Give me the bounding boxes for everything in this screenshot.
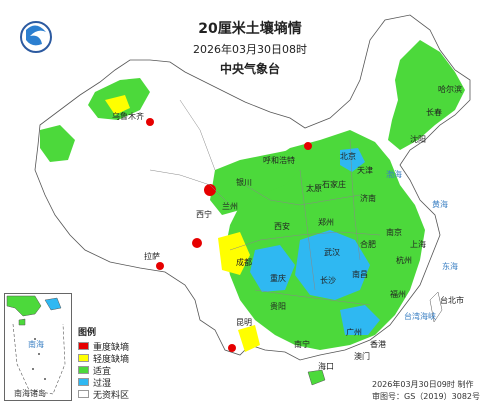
legend-label: 无资料区 bbox=[93, 390, 130, 401]
city-label: 海口 bbox=[318, 362, 334, 371]
city-label: 成都 bbox=[236, 258, 252, 267]
region-light-deficit-yunnan bbox=[238, 325, 260, 352]
region-suitable-xinjiang-west bbox=[40, 125, 75, 162]
map-legend: 图例 重度缺墒 轻度缺墒 适宜 过湿 无资料区 bbox=[78, 325, 158, 401]
city-label: 哈尔滨 bbox=[438, 85, 462, 94]
city-label: 西安 bbox=[274, 222, 290, 231]
review-number: 审图号：GS（2019）3082号 bbox=[372, 392, 480, 401]
south-china-sea-inset bbox=[4, 293, 72, 401]
region-severe-1 bbox=[204, 184, 216, 196]
city-label: 合肥 bbox=[360, 240, 376, 249]
map-datetime: 2026年03月30日08时 bbox=[193, 43, 307, 56]
region-severe-3 bbox=[156, 262, 164, 270]
city-label: 拉萨 bbox=[144, 252, 160, 261]
region-severe-5 bbox=[228, 344, 236, 352]
region-wet-coast bbox=[340, 305, 380, 335]
legend-label: 适宜 bbox=[93, 366, 112, 377]
city-label: 沈阳 bbox=[410, 135, 426, 144]
region-severe-6 bbox=[146, 118, 154, 126]
legend-swatch bbox=[78, 390, 89, 398]
legend-item-light: 轻度缺墒 bbox=[78, 352, 158, 365]
city-label: 昆明 bbox=[236, 318, 252, 327]
legend-swatch bbox=[78, 366, 89, 374]
legend-label: 轻度缺墒 bbox=[93, 354, 130, 365]
legend-swatch bbox=[78, 354, 89, 362]
legend-swatch bbox=[78, 378, 89, 386]
city-label: 香港 bbox=[370, 340, 386, 349]
legend-item-wet: 过湿 bbox=[78, 376, 158, 389]
map-title: 20厘米土壤墒情 bbox=[198, 21, 302, 37]
city-label: 南昌 bbox=[352, 270, 368, 279]
city-label: 南京 bbox=[386, 228, 402, 237]
legend-item-nodata: 无资料区 bbox=[78, 388, 158, 401]
province-borders bbox=[149, 99, 381, 306]
legend-item-severe: 重度缺墒 bbox=[78, 340, 158, 353]
city-label: 杭州 bbox=[396, 256, 412, 265]
city-label: 福州 bbox=[390, 290, 406, 299]
legend-label: 重度缺墒 bbox=[93, 342, 130, 353]
region-severe-4 bbox=[304, 142, 312, 150]
region-light-deficit-sw bbox=[218, 232, 250, 275]
city-label: 澳门 bbox=[354, 352, 370, 361]
city-label: 南宁 bbox=[294, 340, 310, 349]
city-label: 乌鲁木齐 bbox=[112, 112, 144, 121]
sea-label: 台湾海峡 bbox=[404, 312, 436, 321]
sea-label: 黄海 bbox=[432, 200, 448, 209]
region-suitable-northeast bbox=[388, 40, 465, 150]
taiwan-island bbox=[429, 291, 443, 323]
legend-label: 过湿 bbox=[93, 378, 112, 389]
cma-logo bbox=[20, 21, 52, 53]
legend-title: 图例 bbox=[78, 328, 97, 338]
map-agency: 中央气象台 bbox=[219, 62, 280, 76]
city-label: 银川 bbox=[236, 178, 252, 187]
city-label: 贵阳 bbox=[270, 302, 286, 311]
inset-label: 南海诸岛 bbox=[14, 389, 46, 398]
made-time: 2026年03月30日09时 制作 bbox=[372, 380, 474, 389]
inset-map bbox=[6, 295, 66, 395]
city-label: 天津 bbox=[357, 166, 373, 175]
region-severe-2 bbox=[192, 238, 202, 248]
sea-label: 东海 bbox=[442, 262, 458, 271]
hainan-island bbox=[307, 369, 326, 386]
region-light-deficit-xj bbox=[105, 95, 130, 115]
region-suitable-north bbox=[210, 150, 300, 215]
city-label: 济南 bbox=[360, 194, 376, 203]
city-label: 呼和浩特 bbox=[263, 156, 295, 165]
city-label: 西宁 bbox=[196, 210, 212, 219]
city-label: 北京 bbox=[340, 152, 356, 161]
city-label: 武汉 bbox=[324, 248, 340, 257]
city-label: 台北市 bbox=[440, 296, 464, 305]
legend-item-suitable: 适宜 bbox=[78, 364, 158, 377]
city-label: 长沙 bbox=[320, 276, 336, 285]
city-label: 长春 bbox=[426, 108, 442, 117]
city-label: 广州 bbox=[346, 328, 362, 337]
inset-sea-label: 南海 bbox=[28, 340, 44, 349]
region-wet-north bbox=[340, 148, 365, 172]
region-wet-south bbox=[295, 230, 370, 300]
city-label: 石家庄 bbox=[322, 180, 346, 189]
legend-swatch bbox=[78, 342, 89, 350]
city-label: 太原 bbox=[306, 184, 322, 193]
city-label: 重庆 bbox=[270, 274, 286, 283]
region-wet-southwest bbox=[250, 245, 295, 292]
city-label: 郑州 bbox=[318, 218, 334, 227]
city-label: 兰州 bbox=[222, 202, 238, 211]
city-label: 上海 bbox=[410, 240, 426, 249]
sea-label: 渤海 bbox=[386, 170, 402, 179]
